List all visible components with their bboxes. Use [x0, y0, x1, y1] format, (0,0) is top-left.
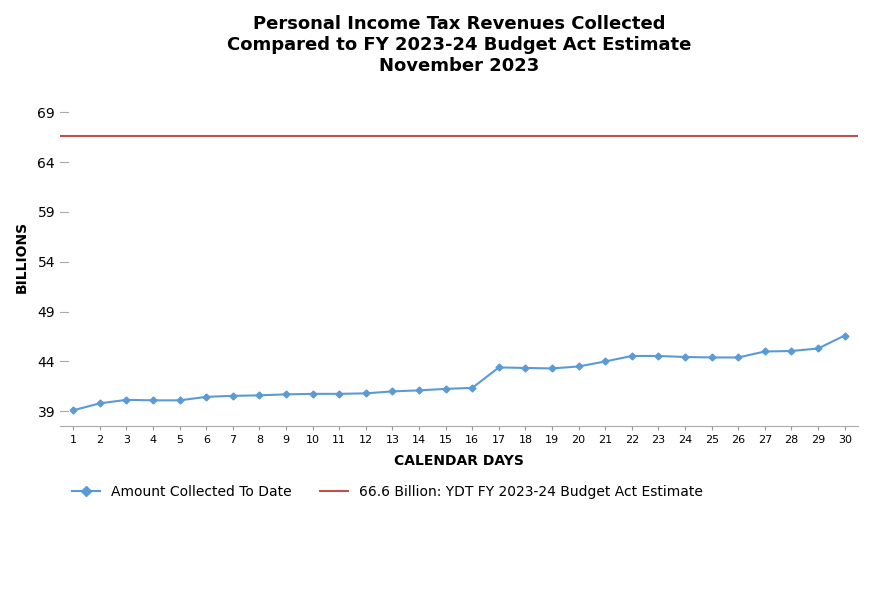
X-axis label: CALENDAR DAYS: CALENDAR DAYS: [394, 454, 524, 467]
Title: Personal Income Tax Revenues Collected
Compared to FY 2023-24 Budget Act Estimat: Personal Income Tax Revenues Collected C…: [227, 15, 691, 75]
Y-axis label: BILLIONS: BILLIONS: [15, 221, 29, 293]
Legend: Amount Collected To Date, 66.6 Billion: YDT FY 2023-24 Budget Act Estimate: Amount Collected To Date, 66.6 Billion: …: [67, 479, 708, 504]
